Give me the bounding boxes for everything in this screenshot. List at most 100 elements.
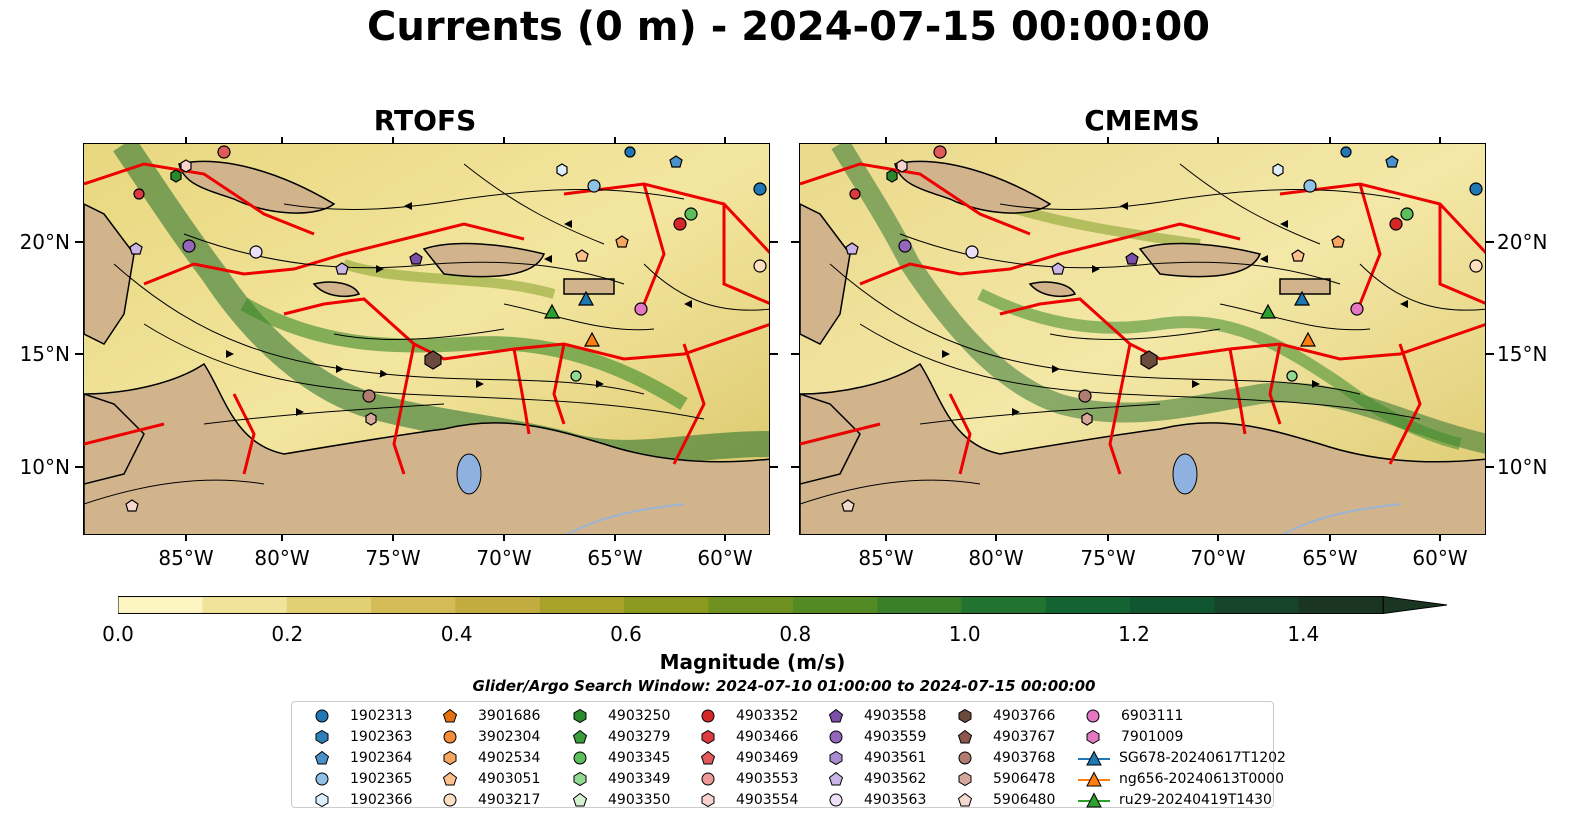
current-jet <box>240 297 688 410</box>
legend-column: 4903558 4903559 4903561 4903562 4903563 <box>820 706 926 810</box>
legend-marker-pentagon-icon <box>314 750 330 765</box>
legend-label: 4903561 <box>864 749 927 766</box>
axis-ticks <box>75 137 1494 541</box>
legend-label: 4903553 <box>736 770 799 787</box>
land-central-america <box>800 393 861 485</box>
colorbar-tick-label: 0.8 <box>779 622 812 646</box>
legend-marker-circle-icon <box>443 730 457 744</box>
legend-entry: 4903553 <box>692 768 798 789</box>
river <box>1281 503 1401 534</box>
land-puerto-rico <box>1279 278 1331 295</box>
legend-entry: 4903558 <box>820 706 926 727</box>
streamlines <box>84 163 769 505</box>
legend-label: 4903558 <box>864 708 927 725</box>
float-markers <box>841 145 1483 512</box>
legend-entry: 4903349 <box>564 768 670 789</box>
legend-marker-circle-icon <box>829 730 843 744</box>
legend-label: 4903469 <box>736 749 799 766</box>
lon-label-left-1: 80°W <box>254 546 310 570</box>
map-rtofs-canvas <box>84 144 769 534</box>
legend-entry: 1902366 <box>306 789 412 810</box>
colorbar-swatch <box>1130 596 1216 614</box>
legend-entry: SG678-20240617T1202 <box>1077 748 1286 769</box>
lat-label-20n-left: 20°N <box>19 230 70 254</box>
legend-label: 4903279 <box>608 729 671 746</box>
current-jet <box>342 259 556 299</box>
lon-label-left-5: 60°W <box>697 546 753 570</box>
colorbar-swatch <box>1045 596 1131 614</box>
legend-marker-circle-icon <box>701 772 715 786</box>
map-rtofs[interactable] <box>83 143 770 535</box>
lon-label-left-4: 65°W <box>587 546 643 570</box>
legend-entry: 1902365 <box>306 768 412 789</box>
legend-label: 3901686 <box>478 708 541 725</box>
legend-entry: 4903352 <box>692 706 798 727</box>
legend-entry: 4903562 <box>820 768 926 789</box>
legend-marker-hexagon-icon <box>315 730 329 745</box>
legend-entry: 4902534 <box>434 748 540 769</box>
colorbar-tick-label: 1.2 <box>1118 622 1150 646</box>
legend-entry: 4903250 <box>564 706 670 727</box>
float-markers <box>125 145 767 512</box>
legend-marker-circle-icon <box>958 751 972 765</box>
legend-marker-circle-icon <box>573 751 587 765</box>
legend-entry: 4903561 <box>820 748 926 769</box>
map-cmems[interactable] <box>799 143 1486 535</box>
lon-label-left-3: 70°W <box>476 546 532 570</box>
lon-label-right-2: 75°W <box>1080 546 1136 570</box>
legend-label: 4902534 <box>478 749 541 766</box>
legend-entry: 4903563 <box>820 789 926 810</box>
legend-column: 4903766 4903767 4903768 5906478 5906480 <box>949 706 1055 810</box>
colorbar-tick-label: 1.4 <box>1287 622 1320 646</box>
lon-label-right-0: 85°W <box>858 546 914 570</box>
legend-entry: 1902363 <box>306 727 412 748</box>
lat-label-20n-right: 20°N <box>1497 230 1548 254</box>
lon-label-left-2: 75°W <box>365 546 421 570</box>
land-yucatan <box>800 203 851 345</box>
legend-entry: 5906480 <box>949 789 1055 810</box>
land-puerto-rico <box>563 278 615 295</box>
colorbar-tick-label: 0.2 <box>271 622 304 646</box>
legend-marker-hexagon-icon <box>315 792 329 807</box>
legend-marker-circle-icon <box>443 793 457 807</box>
legend-label: 4903350 <box>608 791 671 808</box>
legend-entry: 4903768 <box>949 748 1055 769</box>
colorbar-swatch <box>202 596 288 614</box>
panel-title-rtofs: RTOFS <box>373 104 477 137</box>
figure-title: Currents (0 m) - 2024-07-15 00:00:00 <box>367 4 1210 50</box>
land-south-america <box>800 362 1485 534</box>
legend-marker-hexagon-icon <box>701 730 715 745</box>
colorbar-tick-label: 0.6 <box>610 622 642 646</box>
legend-marker-hexagon-icon <box>701 792 715 807</box>
legend-label: 5906480 <box>993 791 1056 808</box>
legend-label: 4903349 <box>608 770 671 787</box>
lake-maracaibo <box>1172 453 1198 495</box>
legend-label: 4903466 <box>736 729 799 746</box>
lat-label-15n-right: 15°N <box>1497 342 1548 366</box>
lon-label-right-1: 80°W <box>968 546 1024 570</box>
river <box>565 503 685 534</box>
legend-marker-circle-icon <box>315 709 329 723</box>
lat-label-15n-left: 15°N <box>19 342 70 366</box>
legend-marker-triangle-line-icon <box>1078 750 1110 766</box>
legend-marker-circle-icon <box>315 772 329 786</box>
legend-entry: 1902313 <box>306 706 412 727</box>
legend-entry: 4903554 <box>692 789 798 810</box>
legend-entry: 4903469 <box>692 748 798 769</box>
colorbar-swatch <box>1298 596 1384 614</box>
colorbar-swatch <box>877 596 962 614</box>
legend-entry: 4903559 <box>820 727 926 748</box>
legend-entry: 5906478 <box>949 768 1055 789</box>
legend-marker-hexagon-icon <box>573 771 587 786</box>
legend-column: 3901686 3902304 4902534 4903051 4903217 <box>434 706 540 810</box>
legend-entry: 1902364 <box>306 748 412 769</box>
legend-marker-pentagon-icon <box>828 771 844 786</box>
legend-entry: 4903217 <box>434 789 540 810</box>
legend-marker-circle-icon <box>1086 709 1100 723</box>
legend-entry: 4903767 <box>949 727 1055 748</box>
eez-boundaries <box>84 162 769 475</box>
search-window-text: Glider/Argo Search Window: 2024-07-10 01… <box>472 677 1096 695</box>
legend: 1902313 1902363 1902364 1902365 1902366 39016… <box>291 701 1286 810</box>
legend-entry: 4903051 <box>434 768 540 789</box>
land-jamaica <box>312 281 361 297</box>
